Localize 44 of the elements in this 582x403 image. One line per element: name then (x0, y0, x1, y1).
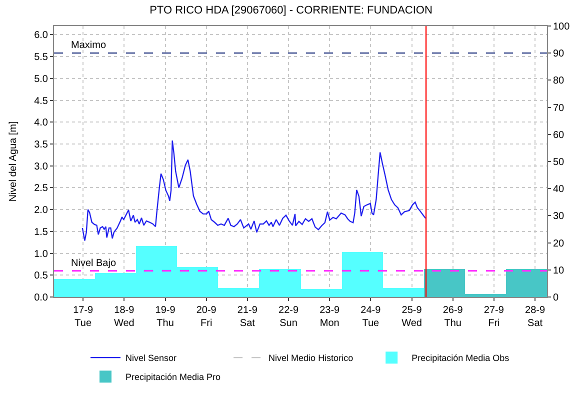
x-tick-label: 18-9 Wed (114, 305, 135, 329)
legend-label: Precipitación Media Obs (412, 353, 510, 364)
x-tick-label: 22-9 Sun (278, 305, 299, 329)
y2-tick-label: 0 (553, 292, 559, 304)
y-tick-label: 0.5 (34, 270, 48, 282)
y-tick-label: 5.0 (34, 74, 48, 85)
y2-tick-label: 20 (553, 238, 565, 250)
x-tick-label: 17-9 Tue (73, 305, 94, 329)
y-tick-label: 4.0 (34, 118, 48, 129)
x-tick-label: 19-9 Thu (155, 305, 176, 329)
y-tick-label: 1.5 (34, 226, 48, 238)
x-tick-label: 24-9 Tue (360, 305, 382, 329)
x-tick-label: 23-9 Mon (320, 305, 340, 329)
y-tick-label: 4.5 (34, 96, 48, 107)
x-tick-label: 27-9 Fri (484, 305, 504, 329)
y-tick-label: 1.0 (34, 248, 48, 260)
x-tick-label: 28-9 Sat (525, 305, 546, 329)
legend-label: Nivel Medio Historico (268, 353, 354, 364)
legend-label: Nivel Sensor (126, 353, 177, 364)
y-axis-title: Nivel del Agua [m] (8, 120, 20, 202)
y2-tick-label: 80 (553, 76, 565, 87)
y-tick-label: 0.0 (34, 292, 48, 304)
y-tick-label: 3.5 (34, 140, 48, 151)
y2-tick-label: 60 (553, 130, 565, 141)
x-tick-label: 26-9 Thu (442, 305, 464, 329)
y2-tick-label: 70 (553, 102, 565, 114)
y2-tick-label: 10 (553, 265, 565, 276)
y2-tick-label: 30 (553, 211, 565, 222)
y-tick-label: 6.0 (34, 30, 48, 42)
y2-tick-label: 50 (553, 157, 565, 168)
x-tick-label: 25-9 Wed (402, 305, 422, 329)
x-tick-label: 20-9 Fri (196, 305, 217, 329)
y-tick-label: 3.0 (34, 161, 48, 172)
chart-title: PTO RICO HDA [29067060] - CORRIENTE: FUNDACION (150, 4, 432, 17)
y2-tick-label: 40 (553, 184, 565, 196)
ref-line-label: Nivel Bajo (71, 258, 116, 269)
ref-line-label: Maximo (71, 40, 106, 51)
legend-label: Precipitación Media Pro (126, 372, 221, 382)
y-tick-label: 2.5 (34, 183, 48, 194)
y2-tick-label: 90 (553, 48, 565, 60)
y-tick-label: 5.5 (34, 52, 48, 64)
y2-tick-label: 100 (553, 22, 570, 32)
x-tick-label: 21-9 Sat (237, 305, 258, 329)
y-tick-label: 2.0 (34, 205, 48, 216)
